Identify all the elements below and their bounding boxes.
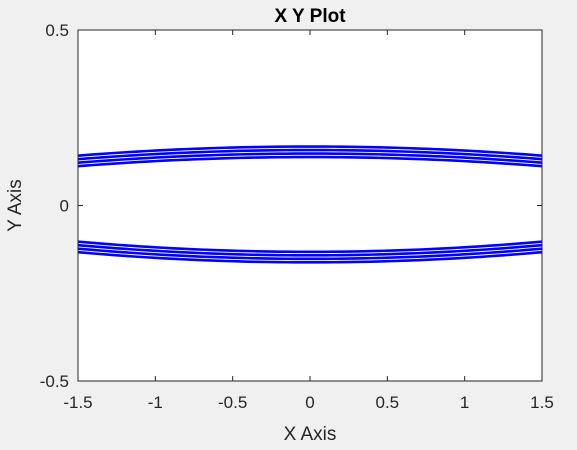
- plot-area: [78, 30, 542, 381]
- x-axis-ticks: -1.5 -1 -0.5 0 0.5 1 1.5: [63, 30, 554, 412]
- x-tick-label: -1: [148, 393, 163, 412]
- series-line-1: [77, 145, 543, 157]
- x-tick-label: -0.5: [218, 393, 247, 412]
- series-line-7: [77, 247, 543, 261]
- y-tick-label: 0: [60, 197, 69, 216]
- series-line-6: [77, 243, 543, 257]
- x-axis-label: X Axis: [284, 424, 337, 445]
- series-line-5: [77, 240, 543, 254]
- y-axis-ticks: -0.5 0 0.5: [40, 21, 542, 391]
- x-tick-label: 1: [460, 393, 469, 412]
- series-line-4: [77, 155, 543, 168]
- chart-title: X Y Plot: [274, 6, 346, 27]
- y-axis-label: Y Axis: [5, 179, 26, 231]
- y-tick-label: -0.5: [40, 372, 69, 391]
- x-tick-label: 0.5: [376, 393, 400, 412]
- y-tick-label: 0.5: [45, 21, 69, 40]
- series-line-2: [77, 148, 543, 161]
- x-tick-label: -1.5: [63, 393, 92, 412]
- x-tick-label: 1.5: [530, 393, 554, 412]
- series-line-3: [77, 152, 543, 164]
- x-tick-label: 0: [305, 393, 314, 412]
- series-line-8: [77, 250, 543, 264]
- series-layer: [77, 145, 543, 264]
